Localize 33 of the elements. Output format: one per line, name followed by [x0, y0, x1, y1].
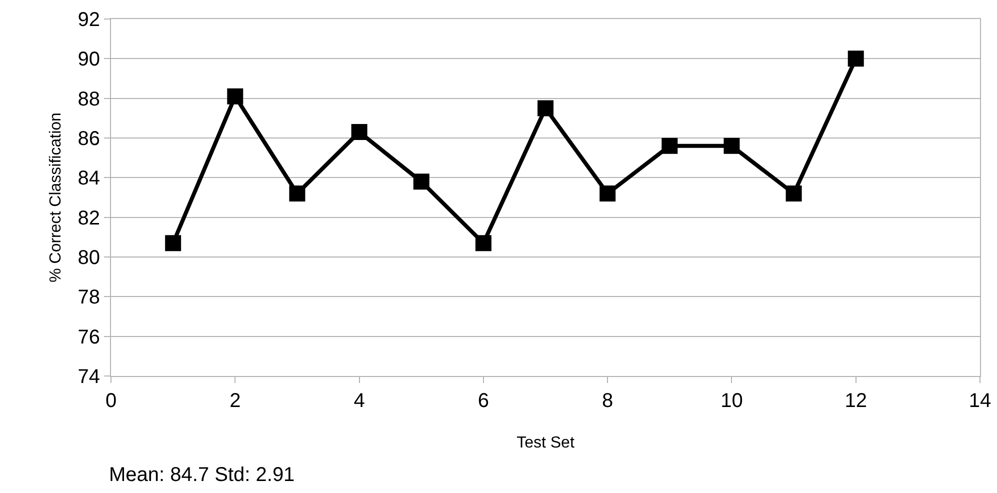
x-tick-label: 10 — [720, 390, 743, 412]
x-tick-label: 4 — [354, 390, 365, 412]
y-tick-label: 92 — [78, 9, 100, 31]
y-tick-label: 74 — [78, 366, 100, 388]
x-axis-title: Test Set — [516, 434, 575, 452]
point — [165, 235, 182, 252]
text: Mean: 84.7 Std: 2.91 — [109, 464, 295, 486]
y-tick-label: 80 — [78, 247, 100, 269]
y-tick-label: 78 — [78, 286, 100, 309]
y-tick-label: 82 — [78, 207, 100, 230]
y-tick-label: 88 — [78, 88, 100, 110]
x-tick-label: 12 — [844, 390, 867, 412]
point — [786, 186, 802, 202]
point — [538, 100, 554, 116]
x-tick-label: 0 — [105, 390, 117, 412]
point — [227, 88, 244, 104]
x-tick-label: 8 — [602, 390, 614, 412]
point — [600, 186, 616, 202]
point — [662, 138, 678, 154]
y-axis-title: % Correct Classification — [48, 112, 65, 282]
y-tick-label: 90 — [78, 48, 100, 71]
point — [413, 174, 430, 190]
point — [289, 186, 306, 202]
x-tick-label: 6 — [478, 390, 489, 412]
y-tick-label: 86 — [78, 128, 100, 150]
x-tick-label: 2 — [230, 390, 241, 412]
y-tick-label: 84 — [78, 168, 100, 190]
point — [351, 124, 368, 140]
y-tick-label: 76 — [78, 326, 100, 348]
point — [848, 50, 864, 67]
x-tick-label: 14 — [968, 390, 992, 412]
point — [724, 138, 740, 154]
point — [475, 235, 492, 252]
